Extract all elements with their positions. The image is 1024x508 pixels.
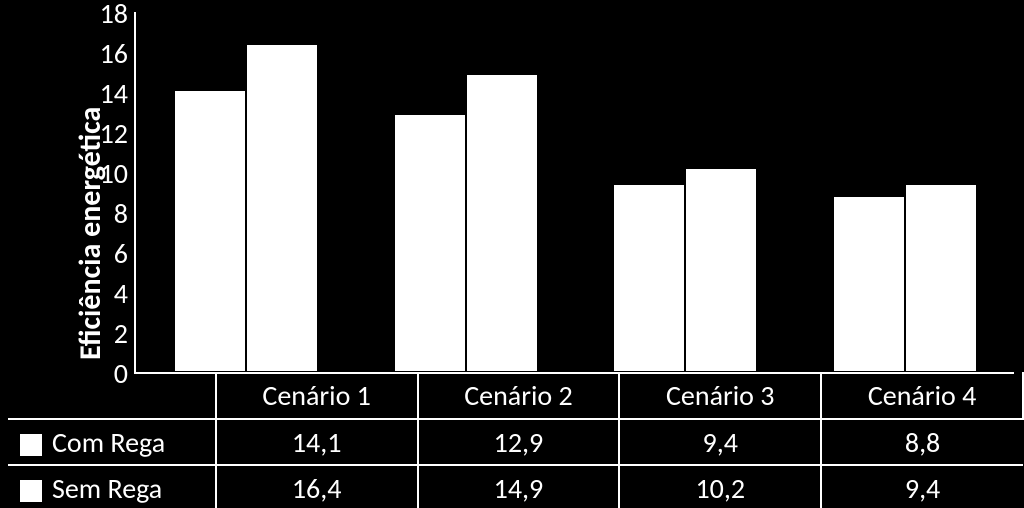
category-header: Cenário 4 [821,372,1023,419]
y-tick-label: 18 [82,0,128,31]
bar-sem-rega-1 [246,44,318,372]
data-cell: 14,9 [418,465,620,508]
bar-sem-rega-2 [466,74,538,372]
y-tick-label: 6 [82,236,128,271]
legend-swatch-icon [20,434,42,456]
data-cell: 14,1 [216,419,418,465]
data-table: Cenário 1Cenário 2Cenário 3Cenário 4Com … [8,372,1024,508]
data-cell: 9,4 [821,465,1023,508]
bar-com-rega-4 [833,196,905,372]
legend-swatch-icon [20,480,42,502]
series-label: Com Rega [52,425,165,460]
bar-com-rega-1 [174,90,246,372]
table-row: Com Rega 14,112,99,48,8 [8,419,1023,465]
y-tick-label: 4 [82,276,128,311]
bar-sem-rega-4 [905,184,977,372]
y-tick-label: 10 [82,156,128,191]
y-tick-label: 2 [82,316,128,351]
data-cell: 8,8 [821,419,1023,465]
bar-com-rega-2 [394,114,466,372]
table-corner-cell [8,372,216,419]
category-header: Cenário 3 [619,372,821,419]
series-label-cell: Sem Rega [8,465,216,508]
series-label: Sem Rega [52,471,162,506]
y-tick-label: 8 [82,196,128,231]
chart-stage: Eficiência energética024681012141618Cená… [0,0,1024,508]
y-tick-label: 14 [82,76,128,111]
table-row: Sem Rega 16,414,910,29,4 [8,465,1023,508]
series-label-cell: Com Rega [8,419,216,465]
category-header: Cenário 2 [418,372,620,419]
y-tick-label: 12 [82,116,128,151]
bar-com-rega-3 [613,184,685,372]
data-cell: 16,4 [216,465,418,508]
data-cell: 12,9 [418,419,620,465]
data-cell: 9,4 [619,419,821,465]
bar-sem-rega-3 [685,168,757,372]
y-tick-label: 16 [82,36,128,71]
data-cell: 10,2 [619,465,821,508]
category-header: Cenário 1 [216,372,418,419]
table-header-row: Cenário 1Cenário 2Cenário 3Cenário 4 [8,372,1023,419]
